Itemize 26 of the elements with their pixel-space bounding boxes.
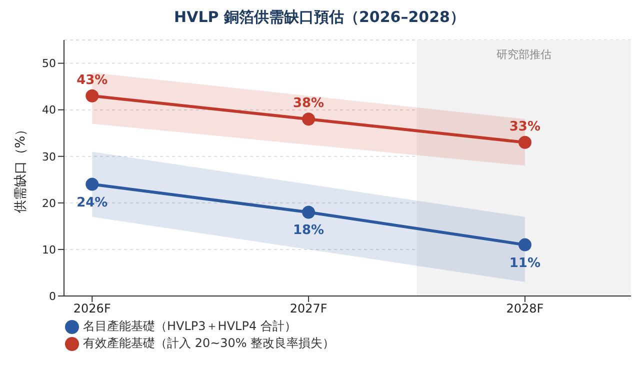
data-label: 24% <box>76 195 108 210</box>
point <box>302 206 316 219</box>
y-tick-label: 10 <box>42 243 56 256</box>
x-tick-label: 2028F <box>506 302 544 316</box>
point <box>518 238 532 252</box>
data-label: 38% <box>292 96 324 112</box>
y-axis-title: 供需缺口（%） <box>14 122 29 214</box>
point <box>518 136 532 149</box>
x-tick-label: 2026F <box>73 302 111 316</box>
point <box>86 178 99 191</box>
band-label: 研究部推估 <box>496 48 552 61</box>
y-tick-label: 50 <box>42 57 56 70</box>
legend-label: 名目產能基礎（HVLP3＋HVLP4 合計） <box>83 319 296 333</box>
y-tick-label: 20 <box>42 196 56 210</box>
data-label: 18% <box>292 223 324 238</box>
chart-title: HVLP 銅箔供需缺口預估（2026–2028） <box>173 8 466 28</box>
y-tick-label: 40 <box>42 104 56 117</box>
x-tick-label: 2027F <box>290 302 328 316</box>
point <box>86 89 99 102</box>
data-label: 43% <box>76 72 108 88</box>
y-tick-label: 30 <box>42 150 56 164</box>
point <box>302 112 316 126</box>
legend-label: 有效產能基礎（計入 20~30% 整改良率損失） <box>83 336 335 350</box>
y-tick-label: 0 <box>49 290 56 303</box>
data-label: 33% <box>509 119 541 134</box>
data-label: 11% <box>509 256 541 271</box>
